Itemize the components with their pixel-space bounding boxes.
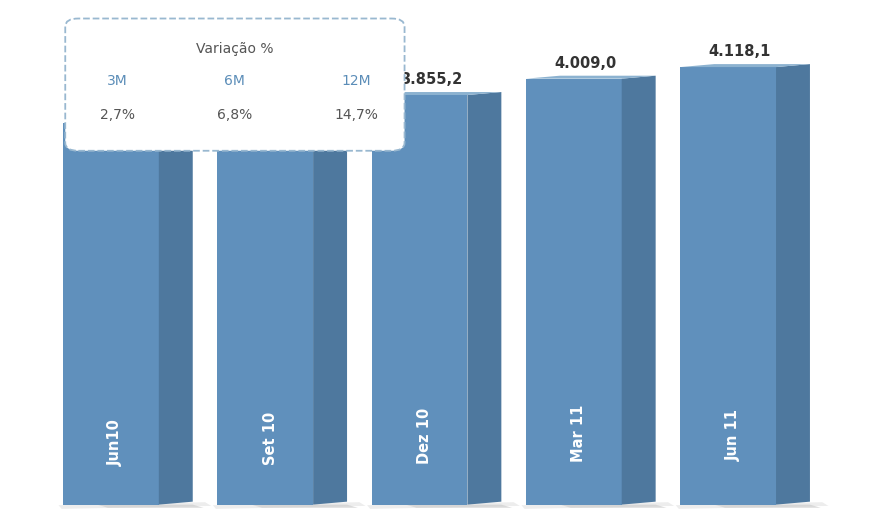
Polygon shape (367, 502, 520, 509)
Polygon shape (713, 505, 819, 508)
Text: Mar 11: Mar 11 (571, 405, 586, 462)
Polygon shape (621, 76, 655, 505)
Text: 6M: 6M (224, 74, 245, 88)
Text: 3M: 3M (107, 74, 128, 88)
Text: 12M: 12M (342, 74, 371, 88)
Polygon shape (467, 92, 501, 505)
Polygon shape (217, 104, 347, 106)
Polygon shape (63, 120, 193, 123)
Polygon shape (159, 120, 193, 505)
Text: 14,7%: 14,7% (335, 108, 378, 122)
Polygon shape (97, 505, 203, 508)
Text: 3.746,4: 3.746,4 (246, 84, 308, 99)
Polygon shape (371, 92, 501, 95)
Polygon shape (675, 502, 827, 509)
Polygon shape (63, 123, 159, 505)
Polygon shape (560, 505, 666, 508)
Polygon shape (213, 502, 365, 509)
Polygon shape (58, 502, 211, 509)
Polygon shape (405, 505, 512, 508)
Polygon shape (680, 67, 775, 505)
Text: Jun10: Jun10 (108, 419, 123, 467)
Text: Set 10: Set 10 (262, 412, 277, 465)
Polygon shape (775, 64, 809, 505)
Polygon shape (521, 502, 673, 509)
Text: 3.590,1: 3.590,1 (91, 101, 154, 115)
Polygon shape (313, 104, 347, 505)
Polygon shape (251, 505, 357, 508)
Text: Variação %: Variação % (196, 42, 274, 56)
Text: 2,7%: 2,7% (100, 108, 135, 122)
Text: 3.855,2: 3.855,2 (400, 72, 462, 87)
Polygon shape (526, 76, 655, 79)
Polygon shape (680, 64, 809, 67)
Polygon shape (526, 79, 621, 505)
Text: Dez 10: Dez 10 (416, 407, 431, 463)
Polygon shape (371, 95, 467, 505)
Text: 6,8%: 6,8% (217, 108, 252, 122)
Text: 4.009,0: 4.009,0 (554, 56, 616, 71)
Text: Jun 11: Jun 11 (725, 409, 740, 461)
Text: 4.118,1: 4.118,1 (708, 44, 770, 59)
Polygon shape (217, 106, 313, 505)
